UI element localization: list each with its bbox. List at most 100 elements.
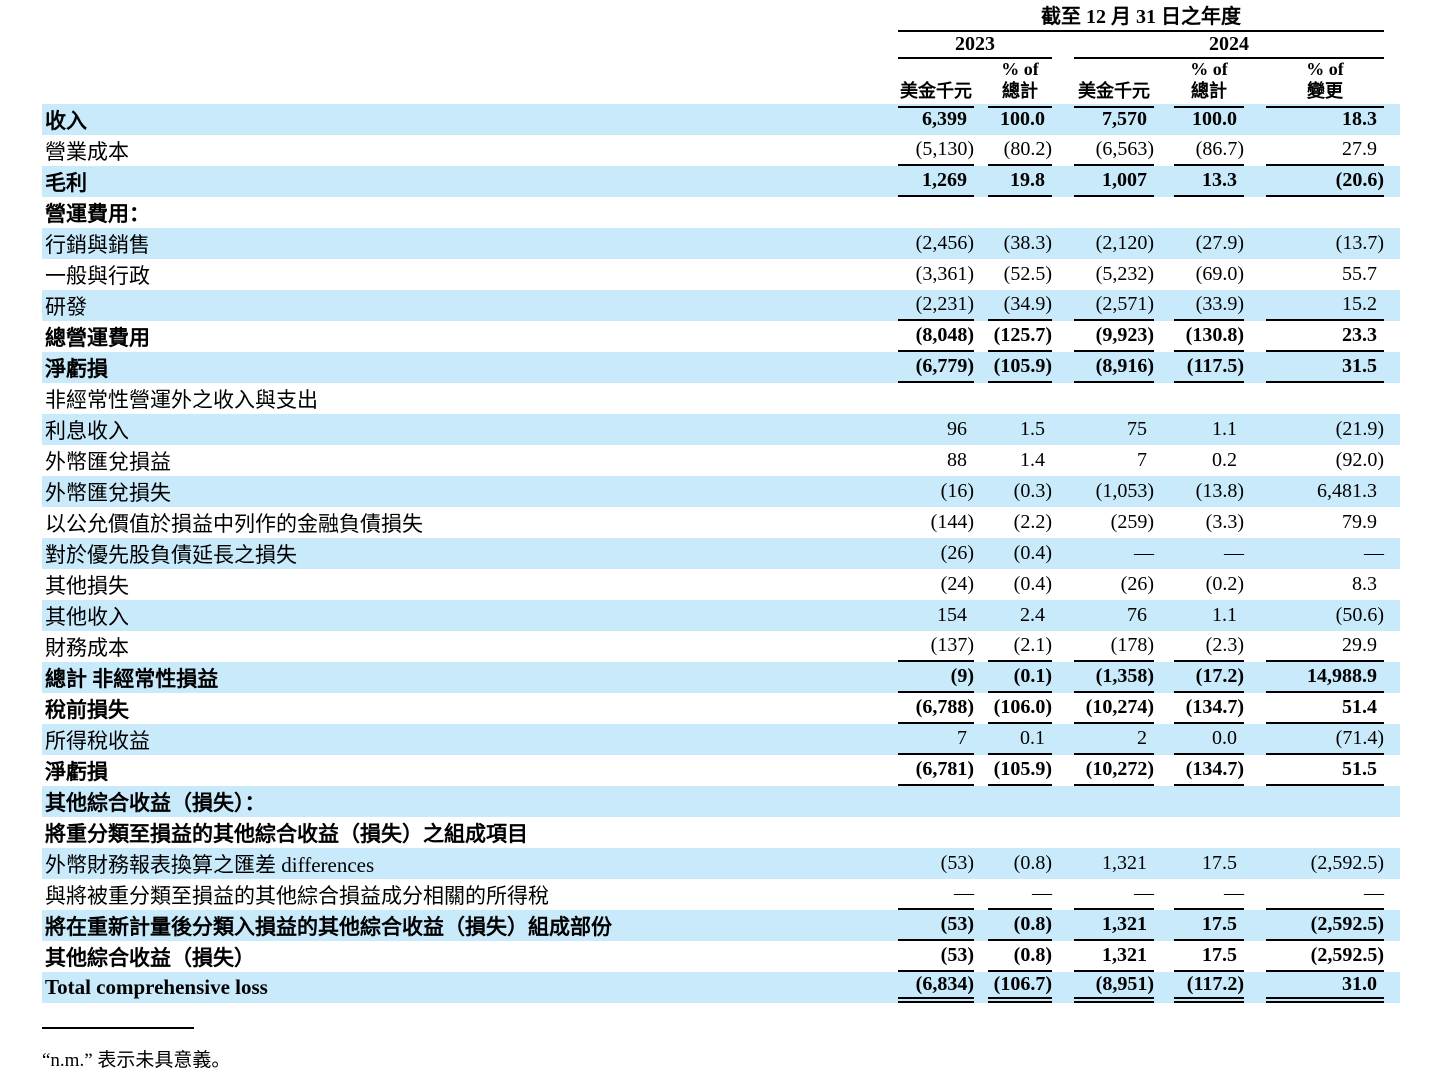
cell-usd-2024: —: [1134, 542, 1154, 564]
col-header-pct-change: % of 變更: [1266, 59, 1384, 108]
cell-pct-total-2024: 13.3: [1174, 166, 1244, 197]
cell-pct-total-2023: [988, 197, 1052, 228]
table-row: 一般與行政 (3,361) (52.5) (5,232) (69.0) 55.7: [42, 259, 1400, 290]
cell-pct-total-2023: (106.0): [988, 693, 1052, 724]
cell-pct-total-2024: 0.2: [1212, 449, 1237, 471]
cell-pct-total-2023: —: [988, 879, 1052, 910]
table-row: 總計 非經常性損益 (9) (0.1) (1,358) (17.2) 14,98…: [42, 662, 1400, 693]
row-label: 其他損失: [45, 573, 129, 598]
cell-pct-total-2024: (134.7): [1174, 693, 1244, 724]
row-label: 其他收入: [45, 604, 129, 629]
cell-pct-change: [1266, 197, 1384, 228]
cell-usd-2024: (26): [1120, 573, 1154, 595]
cell-pct-total-2023: (105.9): [988, 755, 1052, 786]
cell-pct-change: 14,988.9: [1266, 662, 1384, 693]
row-label: 行銷與銷售: [45, 232, 150, 257]
cell-usd-2024: 75: [1127, 418, 1147, 440]
cell-pct-total-2024: (69.0): [1195, 263, 1244, 285]
table-row: 行銷與銷售 (2,456) (38.3) (2,120) (27.9) (13.…: [42, 228, 1400, 259]
table-row: 總營運費用 (8,048) (125.7) (9,923) (130.8) 23…: [42, 321, 1400, 352]
table-row: 外幣匯兌損益 88 1.4 7 0.2 (92.0): [42, 445, 1400, 476]
row-label: 收入: [45, 108, 87, 133]
row-label: 財務成本: [45, 635, 129, 660]
cell-usd-2024: (10,272): [1074, 755, 1154, 786]
table-row: 外幣匯兌損失 (16) (0.3) (1,053) (13.8) 6,481.3: [42, 476, 1400, 507]
cell-usd-2023: (5,130): [898, 135, 974, 166]
cell-pct-total-2023: 2.4: [1020, 604, 1045, 626]
row-label: 淨虧損: [45, 759, 108, 784]
row-label: 研發: [45, 294, 87, 319]
cell-pct-change: 18.3: [1342, 108, 1377, 130]
footnote-rule: [42, 1027, 194, 1029]
cell-usd-2023: (53): [940, 852, 974, 874]
table-row: 營業成本 (5,130) (80.2) (6,563) (86.7) 27.9: [42, 135, 1400, 166]
cell-usd-2024: (259): [1110, 511, 1154, 533]
table-row: 淨虧損 (6,779) (105.9) (8,916) (117.5) 31.5: [42, 352, 1400, 383]
row-label: 總營運費用: [45, 325, 150, 350]
cell-pct-change: 27.9: [1266, 135, 1384, 166]
cell-pct-total-2024: (33.9): [1174, 290, 1244, 321]
table-row: 收入 6,399 100.0 7,570 100.0 18.3: [42, 104, 1400, 135]
table-row: 外幣財務報表換算之匯差 differences (53) (0.8) 1,321…: [42, 848, 1400, 879]
cell-pct-change: (2,592.5): [1310, 852, 1384, 874]
cell-pct-total-2023: 1.4: [1020, 449, 1045, 471]
cell-usd-2023: (144): [930, 511, 974, 533]
cell-usd-2023: 6,399: [922, 108, 967, 130]
cell-pct-change: (71.4): [1266, 724, 1384, 755]
cell-usd-2024: (8,951): [1074, 972, 1154, 1003]
cell-pct-change: 55.7: [1342, 263, 1377, 285]
row-label: 外幣匯兌損失: [45, 480, 171, 505]
table-row: 以公允價值於損益中列作的金融負債損失 (144) (2.2) (259) (3.…: [42, 507, 1400, 538]
row-label: 將重分類至損益的其他綜合收益（損失）之組成項目: [45, 821, 528, 846]
table-row: Total comprehensive loss (6,834) (106.7)…: [42, 972, 1400, 1003]
cell-usd-2023: (2,456): [915, 232, 974, 254]
cell-pct-total-2023: (38.3): [1003, 232, 1052, 254]
table-row: 利息收入 96 1.5 75 1.1 (21.9): [42, 414, 1400, 445]
table-row: 其他收入 154 2.4 76 1.1 (50.6): [42, 600, 1400, 631]
cell-pct-total-2023: (0.8): [988, 910, 1052, 941]
cell-pct-change: [1266, 786, 1384, 817]
cell-pct-change: (50.6): [1335, 604, 1384, 626]
column-header-row: 美金千元 % of 總計 美金千元 % of 總計 % of 變更: [42, 59, 1400, 108]
cell-usd-2023: 1,269: [898, 166, 974, 197]
row-label: 與將被重分類至損益的其他綜合損益成分相關的所得稅: [45, 883, 549, 908]
cell-usd-2023: (2,231): [898, 290, 974, 321]
cell-pct-change: 31.0: [1266, 972, 1384, 1003]
cell-pct-total-2024: 1.1: [1212, 418, 1237, 440]
table-row: 其他綜合收益（損失） (53) (0.8) 1,321 17.5 (2,592.…: [42, 941, 1400, 972]
cell-pct-change: (20.6): [1266, 166, 1384, 197]
cell-pct-total-2023: (34.9): [988, 290, 1052, 321]
cell-usd-2024: 1,321: [1074, 941, 1154, 972]
row-label: 利息收入: [45, 418, 129, 443]
cell-pct-total-2023: (0.4): [1013, 542, 1052, 564]
cell-pct-total-2024: (2.3): [1174, 631, 1244, 662]
cell-usd-2023: (137): [898, 631, 974, 662]
cell-pct-total-2023: (0.1): [988, 662, 1052, 693]
cell-usd-2023: [898, 197, 974, 228]
cell-usd-2023: (6,779): [898, 352, 974, 383]
row-label: 其他綜合收益（損失）：: [45, 790, 266, 815]
cell-pct-change: 51.4: [1266, 693, 1384, 724]
row-label: 其他綜合收益（損失）: [45, 945, 255, 970]
col-header-usd-2023: 美金千元: [898, 59, 974, 108]
cell-usd-2024: —: [1074, 879, 1154, 910]
cell-pct-total-2023: (52.5): [1003, 263, 1052, 285]
period-header: 截至 12 月 31 日之年度: [898, 6, 1384, 32]
cell-pct-total-2024: 0.0: [1174, 724, 1244, 755]
table-row: 淨虧損 (6,781) (105.9) (10,272) (134.7) 51.…: [42, 755, 1400, 786]
cell-pct-total-2023: (0.8): [1013, 852, 1052, 874]
table-row: 財務成本 (137) (2.1) (178) (2.3) 29.9: [42, 631, 1400, 662]
cell-pct-total-2024: 17.5: [1174, 910, 1244, 941]
cell-usd-2024: [1074, 786, 1154, 817]
cell-usd-2023: 96: [947, 418, 967, 440]
cell-pct-change: —: [1364, 542, 1384, 564]
cell-pct-change: 29.9: [1266, 631, 1384, 662]
table-row: 稅前損失 (6,788) (106.0) (10,274) (134.7) 51…: [42, 693, 1400, 724]
cell-pct-change: (2,592.5): [1266, 910, 1384, 941]
cell-pct-total-2023: (2.1): [988, 631, 1052, 662]
cell-pct-total-2024: (0.2): [1205, 573, 1244, 595]
cell-pct-total-2024: (117.2): [1174, 972, 1244, 1003]
table-row: 對於優先股負債延長之損失 (26) (0.4) — — —: [42, 538, 1400, 569]
cell-pct-change: (21.9): [1335, 418, 1384, 440]
